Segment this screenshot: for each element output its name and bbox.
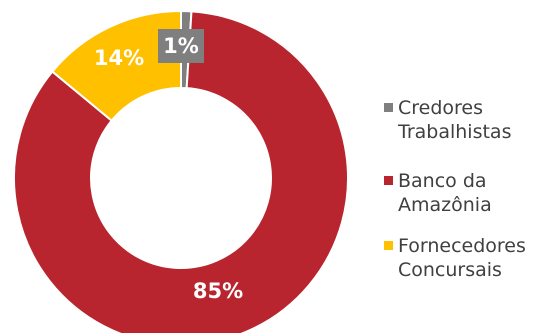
legend-label-0-line-0: Credores: [398, 97, 483, 119]
legend-label-0-line-1: Trabalhistas: [397, 121, 511, 143]
slice-1: [13, 10, 349, 333]
legend-label-1-line-0: Banco da: [398, 170, 487, 192]
legend-label-2-line-1: Concursais: [398, 259, 502, 281]
legend-label-2-line-0: Fornecedores: [398, 235, 526, 257]
slices-group: [13, 9, 349, 333]
slice-label-2: 14%: [94, 46, 144, 70]
legend-swatch-1: [384, 176, 393, 185]
slice-2: [50, 9, 182, 123]
slice-label-1: 85%: [193, 279, 243, 303]
legend-swatch-0: [384, 103, 393, 112]
legend-swatch-2: [384, 241, 393, 250]
labels-group: 1% 85% 14%: [94, 29, 243, 303]
slice-label-box-0: [158, 29, 204, 63]
slice-label-0: 1%: [163, 34, 199, 58]
legend-label-1-line-1: Amazônia: [398, 194, 492, 216]
